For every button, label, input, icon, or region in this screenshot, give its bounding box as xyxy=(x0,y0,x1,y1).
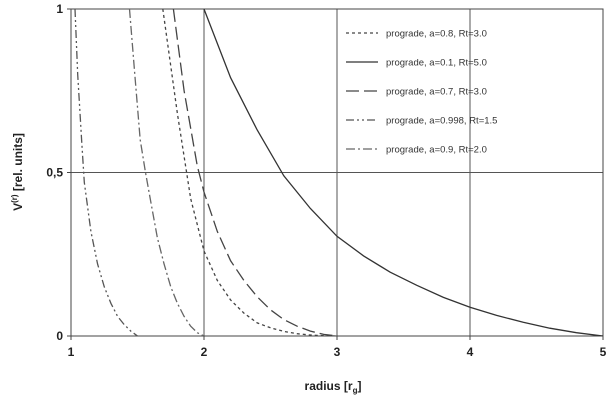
legend-label: prograde, a=0.8, Rt=3.0 xyxy=(386,29,487,40)
series-layer xyxy=(74,9,603,336)
x-tick-label: 2 xyxy=(201,345,208,359)
y-axis-label-sup: (r) xyxy=(10,194,19,203)
x-axis-label: radius [rg] xyxy=(305,379,362,395)
grid-lines xyxy=(71,9,603,336)
series-line-4 xyxy=(74,9,138,336)
legend: prograde, a=0.8, Rt=3.0 prograde, a=0.1, … xyxy=(346,29,497,156)
x-tick-label: 4 xyxy=(467,345,474,359)
series-line-3 xyxy=(172,9,338,336)
x-axis-label-sub: g xyxy=(353,386,358,395)
y-tick-label: 0 xyxy=(56,329,63,343)
y-tick-label: 0,5 xyxy=(46,166,63,180)
x-tick-label: 1 xyxy=(68,345,75,359)
legend-label: prograde, a=0.1, Rt=5.0 xyxy=(386,58,487,69)
legend-label: prograde, a=0.7, Rt=3.0 xyxy=(386,87,487,98)
y-tick-label: 1 xyxy=(56,2,63,16)
series-line-5 xyxy=(128,9,205,336)
series-line-1 xyxy=(162,9,338,336)
legend-label: prograde, a=0.998, Rt=1.5 xyxy=(386,116,497,127)
x-tick-label: 5 xyxy=(600,345,607,359)
series-line-2 xyxy=(203,9,603,336)
axis-ticks: 1 2 3 4 5 0 0,5 1 xyxy=(46,2,606,359)
legend-label: prograde, a=0.9, Rt=2.0 xyxy=(386,145,487,156)
x-tick-label: 3 xyxy=(334,345,341,359)
y-axis-label: V(r) [rel. units] xyxy=(10,133,25,211)
